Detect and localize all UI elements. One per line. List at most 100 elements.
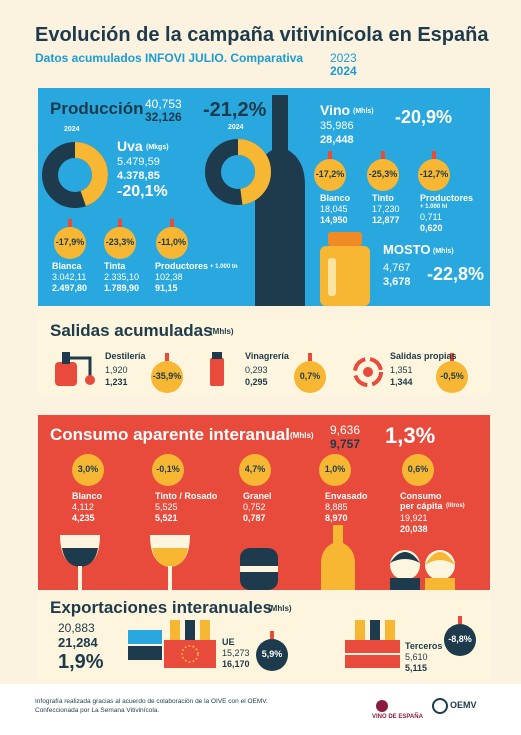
badge-tag: [68, 219, 72, 227]
decoration: [38, 313, 490, 395]
decoration: [363, 367, 373, 377]
change: -12,7%: [419, 169, 449, 180]
value-current: 8,970: [325, 513, 348, 523]
decoration: [62, 548, 98, 567]
change: -0,1%: [156, 464, 180, 475]
value-previous: 18,045: [320, 204, 348, 214]
change: 0,7%: [299, 371, 321, 382]
change: -17,2%: [315, 169, 345, 180]
value-current: 32,126: [145, 110, 182, 124]
item-label: Terceros: [405, 641, 443, 651]
change: -35,9%: [152, 371, 182, 382]
item-label: Blanco: [72, 491, 103, 501]
change: -8,8%: [448, 634, 472, 645]
value-previous: 9,636: [330, 423, 361, 437]
change-badge: [152, 454, 184, 486]
decoration: [181, 645, 199, 663]
decoration: [376, 700, 388, 712]
unit: (Mhls): [268, 604, 292, 613]
section-title: Consumo aparente interanual: [50, 425, 290, 444]
value-previous: 8,885: [325, 502, 348, 512]
subsection-title: Uva: [117, 138, 143, 154]
decoration: [385, 620, 395, 642]
value-current: 2.497,80: [52, 283, 88, 293]
decoration: [170, 620, 180, 642]
value-current: 3,678: [383, 276, 411, 288]
value-previous: 35,986: [320, 120, 354, 132]
value-previous: 5.479,59: [117, 156, 160, 168]
value-current: 1,344: [390, 377, 413, 387]
footer-text: Confeccionada por La Semana Vitivinícola…: [35, 707, 160, 714]
value-current: 5,115: [405, 663, 428, 673]
change: 1,0%: [324, 464, 346, 475]
item-label: Tinta: [104, 261, 126, 271]
decoration: [55, 362, 77, 386]
change-badge: [72, 454, 104, 486]
badge-tag: [270, 631, 274, 639]
change-badge: [367, 159, 399, 191]
change: -0,5%: [440, 371, 464, 382]
subsection-title: MOSTO: [383, 242, 431, 257]
value-current: 20,038: [400, 524, 428, 534]
donut-year: 2024: [228, 124, 244, 131]
value-current: 0,620: [420, 223, 443, 233]
decoration: [432, 698, 448, 714]
item-label: Salidas propias: [390, 351, 457, 361]
decoration: [425, 552, 455, 565]
decoration: [128, 630, 162, 644]
decoration: [328, 258, 336, 296]
change-badge: [256, 639, 288, 671]
badge-tag: [170, 219, 174, 227]
decoration: [353, 357, 383, 387]
change: 4,7%: [244, 464, 266, 475]
badge-tag: [328, 151, 332, 159]
value-current: 16,170: [222, 659, 250, 669]
change-badge: [444, 624, 476, 656]
item-label: Productores: [155, 261, 209, 271]
decoration: [321, 525, 355, 590]
value-previous: 20,883: [58, 621, 95, 635]
badge-tag: [432, 151, 436, 159]
decoration: [78, 566, 82, 590]
change-badge: [314, 159, 346, 191]
item-note: (litros): [446, 503, 465, 509]
value-previous: 0,711: [420, 212, 442, 222]
logo-text: OEMV: [450, 700, 477, 710]
change: -11,0%: [157, 237, 187, 248]
decoration: [328, 232, 362, 246]
item-label: Blanco: [320, 193, 351, 203]
badge-tag: [253, 446, 257, 454]
value-previous: 4,112: [72, 502, 94, 512]
decoration: [70, 356, 92, 376]
value-previous: 3.042,11: [52, 272, 87, 282]
item-label: Consumo per cápita: [400, 491, 443, 511]
item-note: + 1.000 tn: [210, 264, 238, 270]
unit: (Mhls): [290, 431, 314, 440]
value-previous: 5,610: [405, 652, 428, 662]
change: -20,9%: [395, 107, 453, 127]
value-previous: 40,753: [145, 97, 182, 111]
badge-tag: [166, 446, 170, 454]
change: 0,6%: [407, 464, 429, 475]
section-title: Producción: [50, 99, 144, 118]
change: -22,8%: [427, 264, 485, 284]
change: 5,9%: [261, 649, 283, 660]
change: -17,9%: [55, 237, 85, 248]
change: 1,9%: [58, 651, 104, 673]
decoration: [85, 375, 95, 385]
badge-tag: [118, 219, 122, 227]
value-previous: 102,38: [155, 272, 183, 282]
item-label: UE: [222, 637, 235, 647]
decoration: [240, 566, 278, 572]
section-title: Exportaciones interanuales: [50, 598, 273, 617]
value-previous: 4,767: [383, 262, 411, 274]
year-previous: 2023: [330, 51, 357, 65]
value-current: 9,757: [330, 437, 361, 451]
change: -25,3%: [368, 169, 398, 180]
value-current: 4,235: [72, 513, 95, 523]
value-previous: 17,230: [372, 204, 400, 214]
value-previous: 1,920: [105, 365, 128, 375]
